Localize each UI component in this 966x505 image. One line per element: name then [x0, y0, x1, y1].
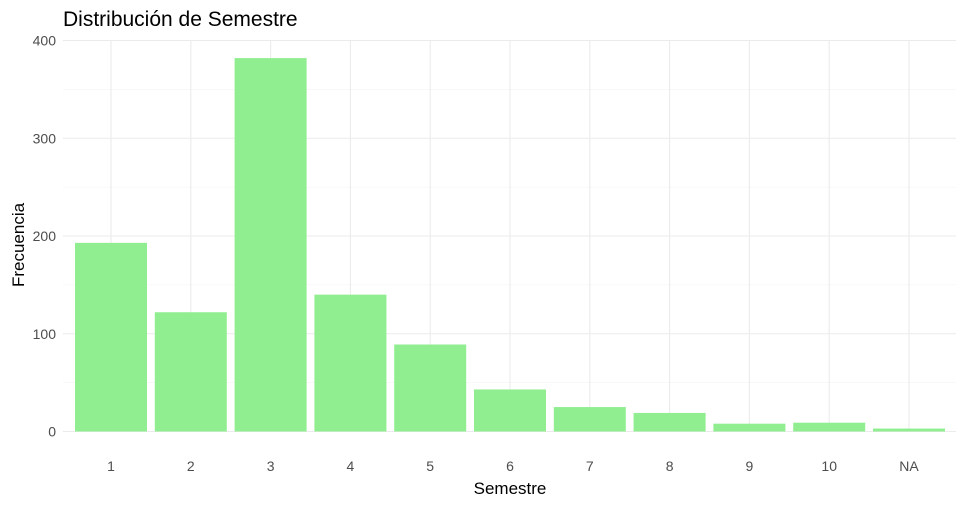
- x-tick-label: 8: [666, 458, 674, 474]
- y-tick-label: 400: [33, 33, 57, 49]
- y-tick-label: 100: [33, 326, 57, 342]
- y-tick-label: 300: [33, 130, 57, 146]
- bar-NA: [873, 428, 945, 432]
- x-tick-label: 2: [187, 458, 195, 474]
- x-tick-label: 6: [506, 458, 514, 474]
- bar-3: [234, 58, 307, 432]
- x-tick-label: 9: [746, 458, 754, 474]
- chart-title: Distribución de Semestre: [63, 8, 298, 31]
- bar-9: [713, 423, 786, 432]
- x-axis-ticks: 1 2 3 4 5 6 7 8 9 10 NA: [107, 458, 919, 474]
- x-tick-label: 7: [586, 458, 594, 474]
- x-tick-label: 5: [426, 458, 434, 474]
- x-tick-label: NA: [899, 458, 919, 474]
- bar-2: [154, 312, 227, 432]
- y-tick-label: 0: [48, 424, 56, 440]
- bars: [75, 58, 945, 432]
- y-tick-label: 200: [33, 228, 57, 244]
- x-tick-label: 3: [267, 458, 275, 474]
- y-axis-title: Frecuencia: [9, 202, 28, 287]
- y-axis-ticks: 0 100 200 300 400: [33, 33, 57, 440]
- bar-7: [553, 407, 626, 432]
- bar-6: [474, 389, 546, 432]
- x-tick-label: 1: [107, 458, 115, 474]
- bar-8: [633, 412, 706, 432]
- bar-1: [75, 242, 147, 432]
- bar-10: [793, 422, 866, 432]
- x-tick-label: 4: [347, 458, 355, 474]
- x-axis-title: Semestre: [474, 479, 547, 498]
- bar-4: [314, 294, 387, 432]
- x-tick-label: 10: [821, 458, 837, 474]
- bar-5: [394, 344, 467, 432]
